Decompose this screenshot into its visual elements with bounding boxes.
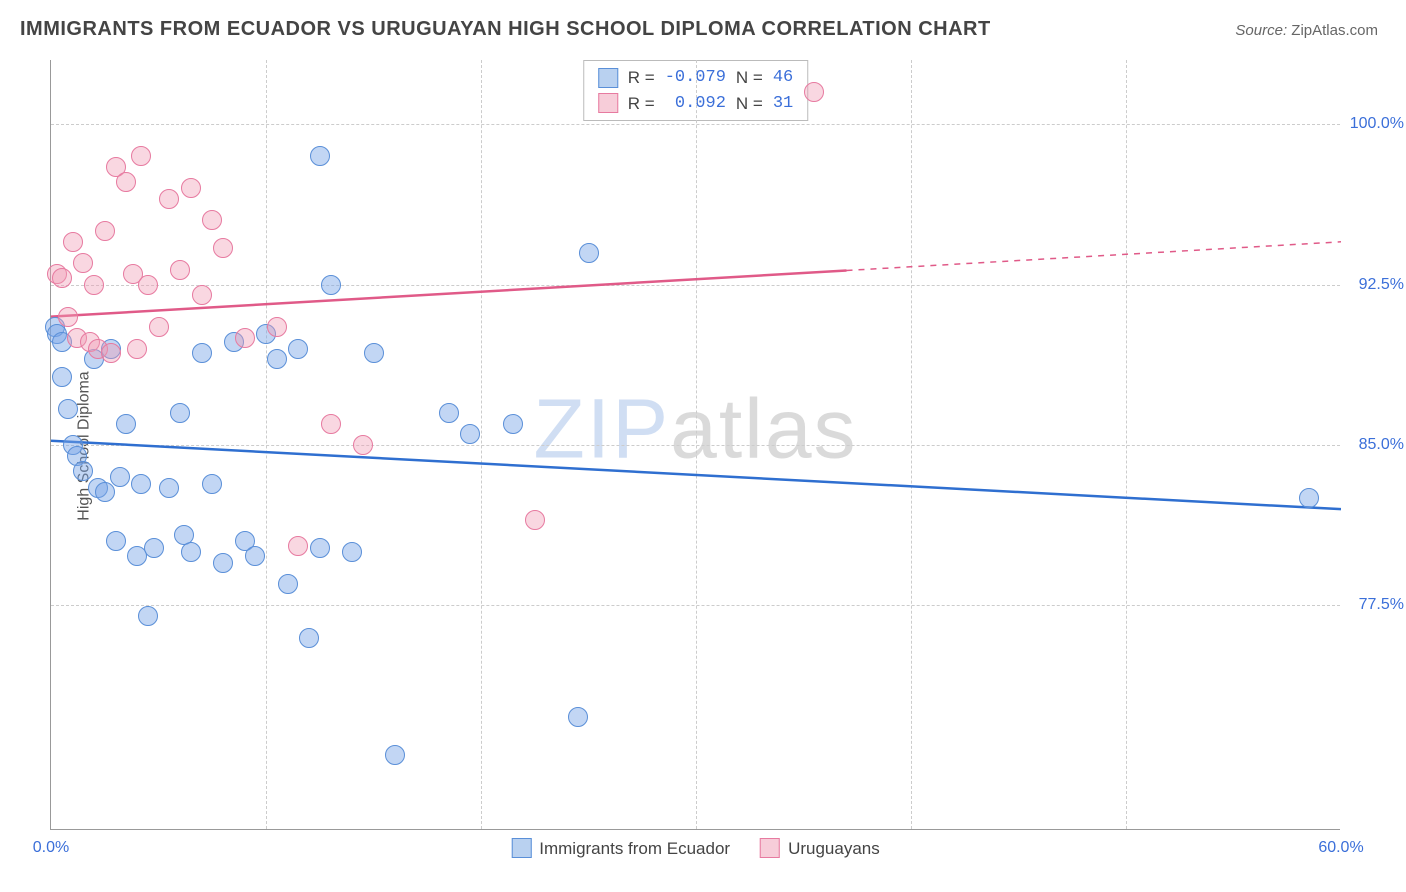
source-attribution: Source: ZipAtlas.com	[1235, 22, 1378, 39]
legend-swatch	[760, 838, 780, 858]
scatter-point	[460, 424, 480, 444]
scatter-point	[579, 243, 599, 263]
trend-line	[51, 271, 847, 317]
y-tick-label: 92.5%	[1359, 276, 1404, 294]
scatter-point	[299, 628, 319, 648]
scatter-point	[58, 307, 78, 327]
chart-container: IMMIGRANTS FROM ECUADOR VS URUGUAYAN HIG…	[0, 0, 1406, 892]
scatter-point	[192, 343, 212, 363]
x-tick-label: 60.0%	[1318, 839, 1363, 857]
gridline-v	[911, 60, 912, 829]
scatter-point	[73, 253, 93, 273]
gridline-v	[266, 60, 267, 829]
scatter-point	[95, 482, 115, 502]
scatter-point	[52, 367, 72, 387]
legend-n-label: N =	[736, 65, 763, 91]
scatter-point	[385, 745, 405, 765]
scatter-point	[170, 260, 190, 280]
scatter-point	[116, 414, 136, 434]
scatter-point	[568, 707, 588, 727]
legend-swatch	[598, 93, 618, 113]
scatter-point	[288, 339, 308, 359]
scatter-point	[267, 349, 287, 369]
plot-area: ZIPatlas R = -0.079 N = 46R = 0.092 N = …	[50, 60, 1340, 830]
scatter-point	[84, 275, 104, 295]
gridline-v	[1126, 60, 1127, 829]
scatter-point	[321, 275, 341, 295]
watermark-zip: ZIP	[533, 382, 670, 476]
scatter-point	[159, 189, 179, 209]
scatter-point	[804, 82, 824, 102]
scatter-point	[144, 538, 164, 558]
legend-n-value: 46	[773, 65, 793, 91]
legend-r-label: R =	[628, 91, 655, 117]
scatter-point	[213, 553, 233, 573]
scatter-point	[192, 285, 212, 305]
scatter-point	[439, 403, 459, 423]
scatter-point	[503, 414, 523, 434]
scatter-point	[288, 536, 308, 556]
watermark-atlas: atlas	[670, 382, 857, 476]
legend-series-item: Uruguayans	[760, 838, 880, 859]
scatter-point	[310, 538, 330, 558]
scatter-point	[213, 238, 233, 258]
trend-line-dashed	[847, 242, 1342, 271]
scatter-point	[342, 542, 362, 562]
scatter-point	[149, 317, 169, 337]
scatter-point	[138, 606, 158, 626]
scatter-point	[127, 339, 147, 359]
legend-series-name: Uruguayans	[788, 839, 880, 858]
legend-series-name: Immigrants from Ecuador	[539, 839, 730, 858]
scatter-point	[267, 317, 287, 337]
scatter-point	[235, 328, 255, 348]
scatter-point	[364, 343, 384, 363]
legend-r-label: R =	[628, 65, 655, 91]
scatter-point	[95, 221, 115, 241]
scatter-point	[525, 510, 545, 530]
scatter-point	[245, 546, 265, 566]
legend-series: Immigrants from Ecuador Uruguayans	[511, 838, 880, 859]
legend-swatch	[511, 838, 531, 858]
scatter-point	[353, 435, 373, 455]
scatter-point	[278, 574, 298, 594]
scatter-point	[101, 343, 121, 363]
chart-title: IMMIGRANTS FROM ECUADOR VS URUGUAYAN HIG…	[20, 18, 991, 41]
scatter-point	[116, 172, 136, 192]
legend-series-item: Immigrants from Ecuador	[511, 838, 730, 859]
scatter-point	[106, 531, 126, 551]
scatter-point	[321, 414, 341, 434]
scatter-point	[131, 474, 151, 494]
scatter-point	[63, 232, 83, 252]
scatter-point	[181, 178, 201, 198]
legend-n-value: 31	[773, 91, 793, 117]
scatter-point	[170, 403, 190, 423]
source-value: ZipAtlas.com	[1291, 22, 1378, 39]
source-label: Source:	[1235, 22, 1287, 39]
scatter-point	[202, 210, 222, 230]
gridline-v	[696, 60, 697, 829]
y-tick-label: 85.0%	[1359, 436, 1404, 454]
legend-swatch	[598, 68, 618, 88]
y-tick-label: 77.5%	[1359, 596, 1404, 614]
scatter-point	[138, 275, 158, 295]
scatter-point	[110, 467, 130, 487]
scatter-point	[310, 146, 330, 166]
scatter-point	[1299, 488, 1319, 508]
scatter-point	[131, 146, 151, 166]
y-tick-label: 100.0%	[1350, 115, 1404, 133]
gridline-v	[481, 60, 482, 829]
scatter-point	[202, 474, 222, 494]
x-tick-label: 0.0%	[33, 839, 69, 857]
scatter-point	[58, 399, 78, 419]
scatter-point	[159, 478, 179, 498]
scatter-point	[181, 542, 201, 562]
scatter-point	[52, 268, 72, 288]
legend-n-label: N =	[736, 91, 763, 117]
scatter-point	[73, 461, 93, 481]
